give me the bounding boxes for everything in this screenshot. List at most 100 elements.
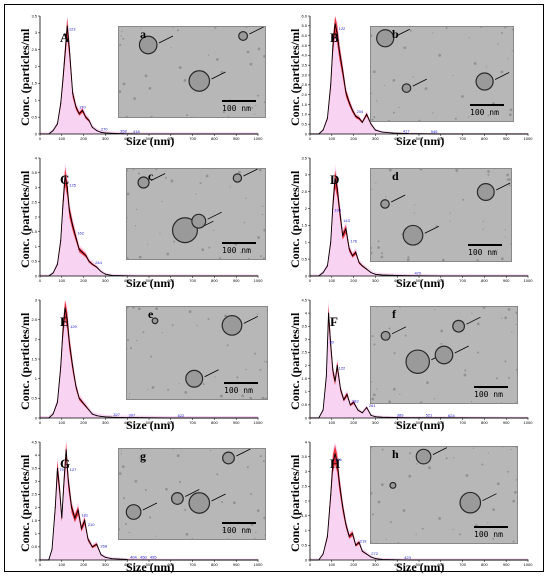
tem-speckle bbox=[515, 447, 517, 449]
tem-speckle bbox=[371, 381, 373, 383]
peak-label: 261 bbox=[369, 403, 376, 408]
peak-label: 176 bbox=[350, 239, 357, 244]
tem-speckle bbox=[213, 229, 215, 232]
y-tick-label: 1.5 bbox=[301, 513, 307, 518]
vesicle bbox=[389, 481, 397, 489]
tem-speckle bbox=[511, 28, 513, 31]
x-tick-label: 700 bbox=[189, 136, 196, 141]
data-point bbox=[111, 132, 113, 134]
x-tick-label: 300 bbox=[102, 420, 109, 425]
tem-speckle bbox=[122, 82, 126, 86]
vesicle bbox=[232, 173, 243, 183]
y-tick-label: 0 bbox=[35, 131, 38, 136]
tem-speckle bbox=[468, 116, 470, 118]
data-point bbox=[111, 558, 113, 560]
tem-speckle bbox=[119, 472, 122, 475]
tem-speckle bbox=[441, 259, 445, 261]
tem-speckle bbox=[119, 43, 122, 46]
image-letter: h bbox=[392, 447, 399, 461]
data-point bbox=[325, 375, 327, 377]
data-point bbox=[104, 273, 106, 275]
data-point bbox=[343, 399, 345, 401]
data-point bbox=[51, 549, 53, 551]
arrow-pointer bbox=[236, 449, 251, 457]
tem-speckle bbox=[241, 394, 245, 398]
data-point bbox=[78, 397, 80, 399]
vesicle bbox=[151, 317, 159, 325]
tem-speckle bbox=[470, 401, 473, 403]
x-tick-label: 400 bbox=[394, 420, 401, 425]
data-point bbox=[75, 386, 77, 388]
tem-speckle bbox=[384, 84, 386, 86]
x-tick-label: 800 bbox=[211, 420, 218, 425]
y-tick-label: 1 bbox=[305, 389, 308, 394]
y-tick-label: 2.5 bbox=[301, 189, 307, 194]
peak-label: 624 bbox=[448, 413, 455, 418]
tem-speckle bbox=[428, 466, 431, 470]
tem-speckle bbox=[128, 532, 130, 534]
tem-speckle bbox=[434, 309, 436, 311]
tem-speckle bbox=[385, 538, 387, 540]
x-tick-label: 600 bbox=[437, 136, 444, 141]
tem-speckle bbox=[515, 311, 517, 315]
x-tick-label: 800 bbox=[481, 136, 488, 141]
tem-speckle bbox=[515, 323, 517, 326]
tem-micrograph bbox=[126, 168, 266, 260]
tem-speckle bbox=[226, 344, 229, 347]
tem-speckle bbox=[136, 208, 138, 211]
x-tick-label: 300 bbox=[372, 278, 379, 283]
tem-speckle bbox=[159, 232, 161, 235]
tem-speckle bbox=[119, 90, 122, 93]
tem-micrograph bbox=[126, 306, 268, 400]
vesicle bbox=[434, 345, 454, 365]
data-point bbox=[374, 129, 376, 131]
nta-plot: 0 0.5 1 1.5 2 2.5 3 3.5 0 100 200 300 400 500 600 700 80… bbox=[301, 155, 533, 283]
tem-speckle bbox=[440, 342, 443, 345]
tem-speckle bbox=[129, 393, 131, 395]
tem-speckle bbox=[247, 258, 250, 259]
tem-speckle bbox=[372, 513, 375, 516]
tem-speckle bbox=[419, 401, 423, 403]
tem-speckle bbox=[164, 176, 167, 179]
tem-speckle bbox=[245, 368, 247, 371]
x-tick-label: 0 bbox=[39, 278, 42, 283]
y-tick-label: 2 bbox=[35, 505, 38, 510]
data-point bbox=[336, 365, 338, 367]
peak-label: 106 bbox=[335, 457, 342, 462]
tem-speckle bbox=[143, 32, 146, 35]
tem-speckle bbox=[507, 57, 509, 60]
y-tick-label: 1.5 bbox=[31, 356, 37, 361]
tem-speckle bbox=[388, 169, 392, 172]
nta-plot: 0 0.5 1 1.5 2 2.5 3 3.5 4 4.5 0 100 200 300 400 500 600 7… bbox=[301, 297, 533, 425]
size-distribution-line bbox=[40, 449, 258, 561]
tem-speckle bbox=[371, 188, 373, 191]
tem-speckle bbox=[236, 376, 239, 379]
data-point bbox=[326, 265, 328, 267]
tem-speckle bbox=[127, 348, 128, 350]
tem-speckle bbox=[177, 29, 180, 32]
tem-speckle bbox=[229, 98, 231, 101]
data-point bbox=[392, 274, 394, 276]
data-point bbox=[66, 25, 68, 27]
x-tick-label: 900 bbox=[233, 562, 240, 567]
data-point bbox=[361, 550, 363, 552]
data-point bbox=[342, 235, 344, 237]
data-point bbox=[77, 509, 79, 511]
x-tick-label: 200 bbox=[80, 278, 87, 283]
x-tick-label: 400 bbox=[394, 562, 401, 567]
tem-speckle bbox=[149, 516, 152, 519]
confidence-band bbox=[310, 442, 528, 560]
tem-speckle bbox=[167, 388, 170, 391]
tem-speckle bbox=[232, 501, 236, 505]
tem-speckle bbox=[399, 393, 401, 396]
x-tick-label: 300 bbox=[372, 420, 379, 425]
size-distribution-line bbox=[310, 313, 529, 419]
x-tick-label: 0 bbox=[39, 562, 42, 567]
tem-speckle bbox=[377, 500, 381, 504]
tem-speckle bbox=[221, 501, 224, 504]
data-point bbox=[332, 45, 334, 46]
tem-speckle bbox=[371, 491, 373, 495]
y-tick-label: 3.5 bbox=[301, 324, 307, 329]
x-tick-label: 600 bbox=[167, 278, 174, 283]
data-point bbox=[72, 366, 74, 368]
